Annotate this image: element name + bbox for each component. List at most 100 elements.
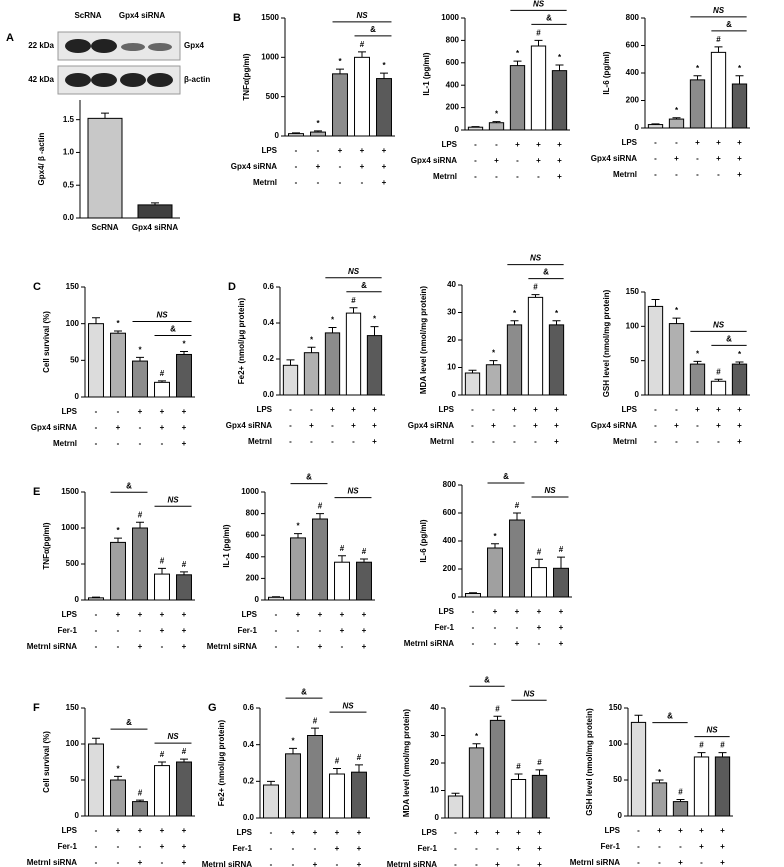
error-bar <box>655 779 664 783</box>
bar <box>467 126 484 131</box>
treatment-sign: - <box>341 642 344 651</box>
treatment-sign: - <box>314 844 317 853</box>
panel-label: E <box>33 486 40 498</box>
error-bar <box>718 752 727 757</box>
error-bar <box>333 768 341 774</box>
y-tick-label: 50 <box>630 356 639 365</box>
error-bar <box>534 39 543 46</box>
lane-label: ScRNA <box>74 11 101 20</box>
treatment-label: Gpx4 siRNA <box>31 423 77 432</box>
error-bar <box>292 132 300 134</box>
bracket-label: NS <box>523 689 535 698</box>
y-tick-label: 500 <box>66 559 80 568</box>
treatment-sign: + <box>557 140 562 149</box>
significance-mark: * <box>675 106 679 115</box>
y-tick-label: 0 <box>635 390 640 399</box>
band <box>121 43 145 51</box>
bracket-label: NS <box>342 701 354 710</box>
significance-mark: # <box>537 758 542 767</box>
bar <box>351 771 367 819</box>
bar <box>312 518 328 601</box>
bar <box>506 324 523 396</box>
treatment-sign: + <box>138 858 143 867</box>
y-axis-label: MDA level (nmol/mg protein) <box>402 709 411 817</box>
y-tick-label: 50 <box>70 355 79 364</box>
significance-mark: # <box>678 788 683 797</box>
treatment-sign: - <box>161 439 164 448</box>
y-tick-label: 1.0 <box>63 148 75 157</box>
treatment-label: LPS <box>61 826 77 835</box>
error-bar <box>472 743 481 748</box>
y-tick-label: 150 <box>66 282 80 291</box>
treatment-sign: + <box>720 842 725 851</box>
treatment-label: LPS <box>621 405 637 414</box>
bar <box>509 65 526 131</box>
y-tick-label: 1.5 <box>63 115 75 124</box>
treatment-sign: - <box>139 423 142 432</box>
treatment-sign: + <box>537 607 542 616</box>
panel-label: G <box>208 702 217 714</box>
y-tick-label: 0 <box>452 390 457 399</box>
error-bar <box>338 555 346 563</box>
bar <box>354 56 370 137</box>
y-tick-label: 800 <box>446 36 460 45</box>
error-bar <box>180 571 188 575</box>
y-tick-label: 150 <box>626 287 640 296</box>
treatment-label: Gpx4 siRNA <box>411 156 457 165</box>
treatment-sign: - <box>275 626 278 635</box>
treatment-sign: + <box>720 858 725 867</box>
treatment-sign: - <box>275 642 278 651</box>
treatment-sign: + <box>160 626 165 635</box>
treatment-label: LPS <box>236 828 252 837</box>
treatment-sign: + <box>296 610 301 619</box>
y-axis-label: Fe2+ (nmol/μg protein) <box>237 297 246 384</box>
y-tick-label: 1000 <box>241 487 259 496</box>
bracket-label: & <box>726 20 732 29</box>
treatment-sign: + <box>737 170 742 179</box>
y-tick-label: 10 <box>430 786 439 795</box>
treatment-sign: - <box>292 844 295 853</box>
treatment-sign: + <box>554 421 559 430</box>
size-label: 42 kDa <box>28 75 54 84</box>
treatment-sign: - <box>95 610 98 619</box>
treatment-label: LPS <box>438 405 454 414</box>
y-tick-label: 800 <box>443 480 457 489</box>
bar <box>489 719 506 819</box>
treatment-sign: + <box>335 828 340 837</box>
y-tick-label: 0 <box>452 592 457 601</box>
bracket-label: & <box>543 268 549 277</box>
bracket-label: NS <box>347 487 359 496</box>
y-tick-label: 600 <box>246 530 260 539</box>
bar <box>110 779 126 817</box>
y-tick-label: 100 <box>66 319 80 328</box>
treatment-sign: - <box>654 405 657 414</box>
y-tick-label: 40 <box>430 703 439 712</box>
treatment-sign: + <box>330 405 335 414</box>
treatment-sign: + <box>699 842 704 851</box>
band <box>91 39 117 53</box>
treatment-sign: + <box>382 178 387 187</box>
y-tick-label: 200 <box>246 574 260 583</box>
treatment-label: Metrnl siRNA <box>570 858 620 867</box>
error-bar <box>101 112 109 119</box>
treatment-sign: - <box>295 162 298 171</box>
treatment-sign: - <box>319 626 322 635</box>
y-tick-label: 0.0 <box>63 213 75 222</box>
y-axis-label: MDA level (nmol/mg protein) <box>419 286 428 394</box>
treatment-sign: + <box>360 162 365 171</box>
treatment-label: Gpx4 siRNA <box>408 421 454 430</box>
treatment-sign: - <box>534 437 537 446</box>
error-bar <box>471 126 480 128</box>
significance-mark: * <box>555 309 559 318</box>
treatment-label: LPS <box>261 146 277 155</box>
y-tick-label: 20 <box>430 758 439 767</box>
y-tick-label: 0 <box>75 392 80 401</box>
treatment-sign: + <box>160 610 165 619</box>
bar <box>132 527 148 601</box>
significance-mark: # <box>351 296 356 305</box>
treatment-label: LPS <box>61 610 77 619</box>
significance-mark: * <box>495 110 499 119</box>
bar <box>303 352 320 396</box>
error-bar <box>358 51 366 58</box>
treatment-sign: - <box>654 421 657 430</box>
